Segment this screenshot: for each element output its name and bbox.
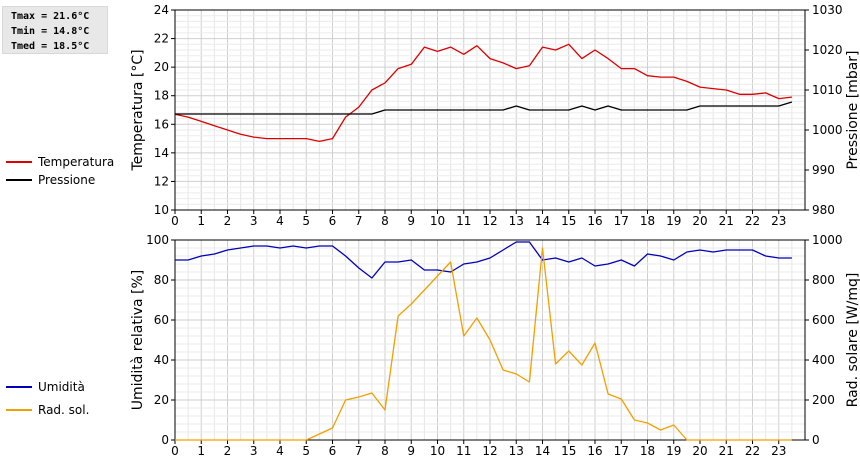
x-tick-label: 0 — [171, 444, 179, 458]
tmed-value: Tmed = 18.5°C — [11, 41, 90, 52]
x-tick-label: 0 — [171, 214, 179, 228]
x-tick-label: 18 — [640, 444, 655, 458]
y2-tick-label: 1000 — [812, 233, 843, 247]
y-tick-label: 40 — [154, 353, 169, 367]
x-tick-label: 8 — [381, 214, 389, 228]
y-tick-label: 10 — [154, 203, 169, 217]
y2-tick-label: 1030 — [812, 3, 843, 17]
x-tick-label: 12 — [482, 444, 497, 458]
x-tick-label: 3 — [250, 444, 258, 458]
y-tick-label: 20 — [154, 60, 169, 74]
tmax-value: Tmax = 21.6°C — [11, 11, 90, 22]
x-tick-label: 3 — [250, 214, 258, 228]
x-tick-label: 23 — [771, 444, 786, 458]
x-tick-label: 2 — [224, 444, 232, 458]
x-tick-label: 9 — [407, 214, 415, 228]
x-tick-label: 4 — [276, 444, 284, 458]
x-tick-label: 7 — [355, 214, 363, 228]
x-tick-label: 20 — [692, 214, 707, 228]
y-tick-label: 80 — [154, 273, 169, 287]
humidity-radiation-chart: 0 1 2 3 4 5 6 7 8 9 10 11 12 13 14 15 16 17 18 19 20 21 22 2302… — [6, 233, 860, 458]
legend-label-pressione: Pressione — [38, 173, 95, 187]
x-tick-label: 15 — [561, 444, 576, 458]
x-tick-label: 12 — [482, 214, 497, 228]
y-tick-label: 20 — [154, 393, 169, 407]
y-axis-label: Umidità relativa [%] — [130, 270, 146, 411]
y-tick-label: 12 — [154, 174, 169, 188]
x-tick-label: 2 — [224, 214, 232, 228]
y-tick-label: 16 — [154, 117, 169, 131]
x-tick-label: 17 — [614, 214, 629, 228]
y-tick-label: 18 — [154, 89, 169, 103]
x-tick-label: 11 — [456, 444, 471, 458]
x-tick-label: 23 — [771, 214, 786, 228]
x-tick-label: 1 — [197, 214, 205, 228]
series-line-rad-sol — [175, 247, 792, 441]
legend-label-temperatura: Temperatura — [37, 155, 114, 169]
x-tick-label: 21 — [719, 444, 734, 458]
x-tick-label: 22 — [745, 444, 760, 458]
x-tick-label: 8 — [381, 444, 389, 458]
y2-tick-label: 800 — [812, 273, 835, 287]
x-tick-label: 13 — [509, 214, 524, 228]
tmin-value: Tmin = 14.8°C — [11, 26, 90, 37]
x-tick-label: 16 — [587, 444, 602, 458]
x-tick-label: 13 — [509, 444, 524, 458]
x-tick-label: 15 — [561, 214, 576, 228]
temperature-pressure-chart: 0 1 2 3 4 5 6 7 8 9 10 11 12 13 14 15 16 17 18 19 20 21 22 2310… — [6, 3, 860, 228]
x-tick-label: 7 — [355, 444, 363, 458]
x-tick-label: 18 — [640, 214, 655, 228]
x-tick-label: 9 — [407, 444, 415, 458]
y-axis-label: Temperatura [°C] — [130, 49, 146, 171]
y2-tick-label: 1020 — [812, 43, 843, 57]
y-tick-label: 24 — [154, 3, 169, 17]
x-tick-label: 10 — [430, 444, 445, 458]
series-line-umidita — [175, 241, 792, 279]
y2-axis-label: Rad. solare [W/mq] — [845, 273, 860, 408]
y2-tick-label: 200 — [812, 393, 835, 407]
x-tick-label: 22 — [745, 214, 760, 228]
legend-label-umidita: Umidità — [38, 380, 85, 394]
y2-tick-label: 600 — [812, 313, 835, 327]
legend-label-rad-sol: Rad. sol. — [38, 403, 89, 417]
x-tick-label: 20 — [692, 444, 707, 458]
x-tick-label: 19 — [666, 214, 681, 228]
y2-tick-label: 400 — [812, 353, 835, 367]
y2-tick-label: 1010 — [812, 83, 843, 97]
series-line-temperatura — [174, 43, 792, 143]
y2-tick-label: 990 — [812, 163, 835, 177]
x-tick-label: 4 — [276, 214, 284, 228]
series-line-pressione — [175, 101, 793, 115]
x-tick-label: 5 — [302, 444, 310, 458]
x-tick-label: 5 — [302, 214, 310, 228]
y-tick-label: 22 — [154, 32, 169, 46]
x-tick-label: 6 — [329, 444, 337, 458]
x-tick-label: 19 — [666, 444, 681, 458]
y-tick-label: 0 — [161, 433, 169, 447]
x-tick-label: 21 — [719, 214, 734, 228]
x-tick-label: 14 — [535, 214, 550, 228]
y-tick-label: 60 — [154, 313, 169, 327]
x-tick-label: 16 — [587, 214, 602, 228]
x-tick-label: 1 — [197, 444, 205, 458]
y-tick-label: 14 — [154, 146, 169, 160]
x-tick-label: 14 — [535, 444, 550, 458]
y2-tick-label: 1000 — [812, 123, 843, 137]
x-tick-label: 11 — [456, 214, 471, 228]
y-tick-label: 100 — [146, 233, 169, 247]
stats-box: Tmax = 21.6°C Tmin = 14.8°C Tmed = 18.5°… — [2, 6, 108, 54]
y2-tick-label: 980 — [812, 203, 835, 217]
x-tick-label: 10 — [430, 214, 445, 228]
y2-tick-label: 0 — [812, 433, 820, 447]
x-tick-label: 17 — [614, 444, 629, 458]
x-tick-label: 6 — [329, 214, 337, 228]
y2-axis-label: Pressione [mbar] — [845, 50, 860, 169]
